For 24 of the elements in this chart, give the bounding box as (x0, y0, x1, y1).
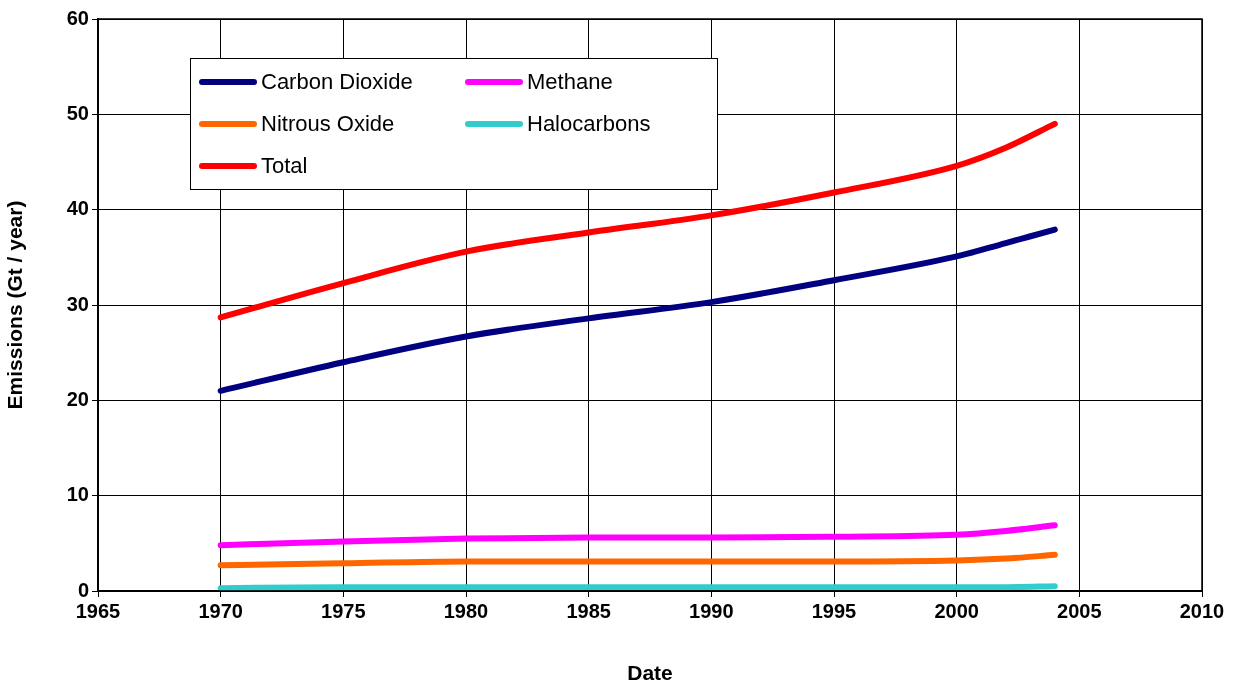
x-axis-title: Date (627, 661, 673, 685)
legend-label: Carbon Dioxide (261, 69, 413, 95)
x-tick-label: 1970 (198, 599, 243, 622)
y-tick-label: 0 (77, 578, 89, 601)
x-tick-label: 1985 (566, 599, 611, 622)
x-tick-label: 2010 (1179, 599, 1225, 622)
x-tick-label: 2005 (1057, 599, 1102, 622)
y-tick-label: 10 (66, 483, 89, 506)
y-tick-label: 60 (66, 6, 89, 29)
legend-label: Methane (527, 69, 613, 95)
x-tick-label: 1975 (321, 599, 366, 622)
y-tick-label: 30 (66, 292, 89, 315)
y-axis-title: Emissions (Gt / year) (3, 200, 27, 410)
y-tick-label: 20 (66, 387, 89, 410)
x-tick-label: 1980 (443, 599, 489, 622)
legend-label: Total (261, 153, 308, 179)
x-tick-label: 1990 (689, 599, 734, 622)
x-tick-label: 1995 (811, 599, 857, 622)
legend-label: Nitrous Oxide (261, 111, 395, 137)
legend-label: Halocarbons (527, 111, 651, 137)
x-tick-label: 1965 (75, 599, 121, 622)
y-tick-label: 50 (66, 101, 89, 124)
x-tick-label: 2000 (934, 599, 979, 622)
y-tick-label: 40 (66, 197, 89, 220)
